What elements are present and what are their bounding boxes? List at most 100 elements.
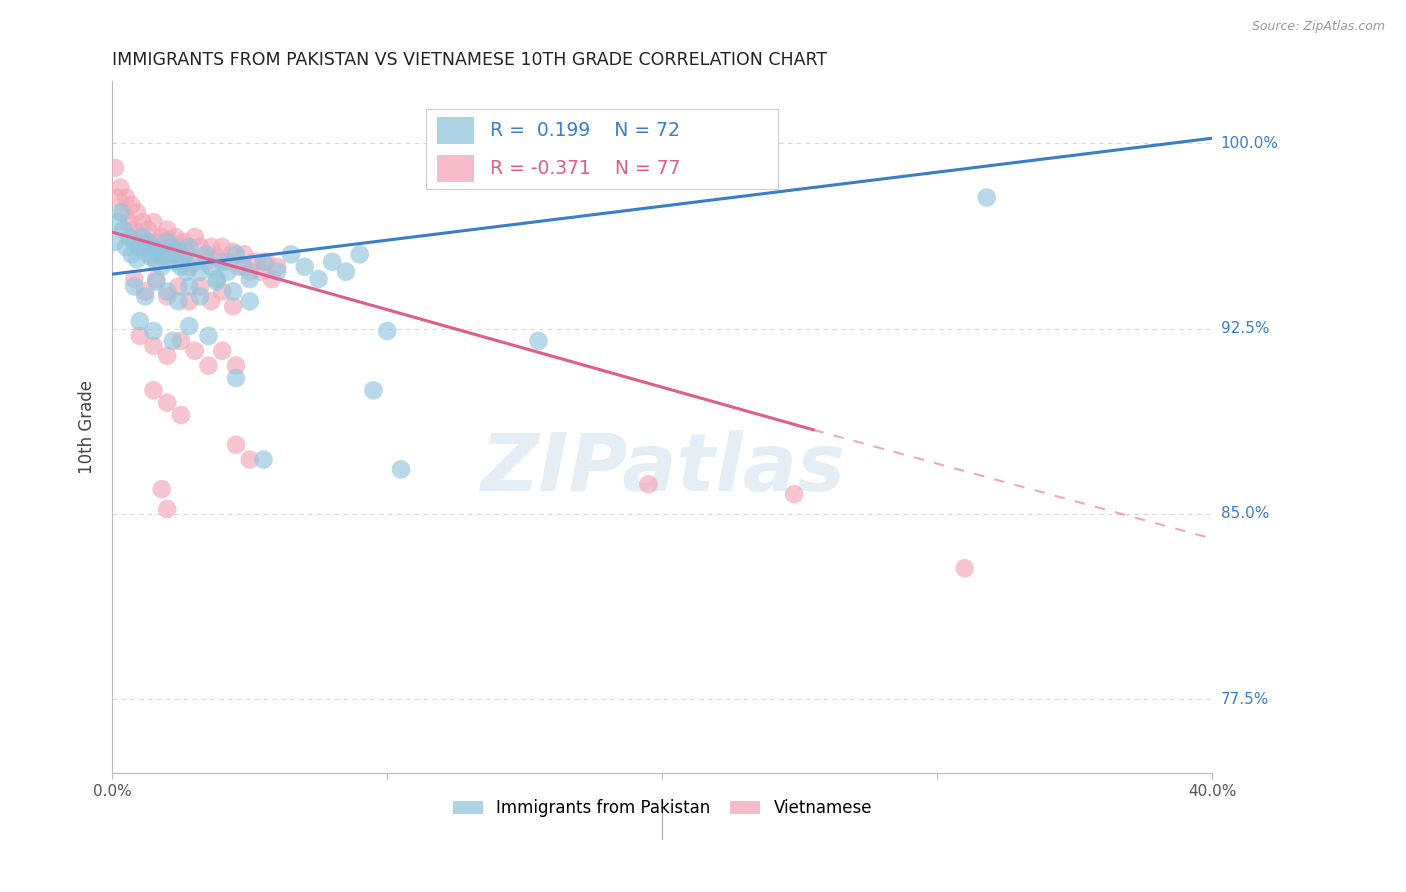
Point <box>170 254 193 268</box>
Point <box>156 285 179 299</box>
Point <box>167 244 190 259</box>
Point <box>245 254 267 268</box>
Point <box>200 240 222 254</box>
Point <box>179 240 201 254</box>
Point <box>222 299 245 313</box>
Point <box>335 265 357 279</box>
Point <box>252 254 274 268</box>
Point <box>184 254 207 268</box>
Point <box>205 250 228 264</box>
Point <box>363 384 385 398</box>
Point <box>131 230 153 244</box>
Text: 92.5%: 92.5% <box>1220 321 1270 336</box>
Point <box>142 324 165 338</box>
Point <box>976 190 998 204</box>
Point <box>188 265 211 279</box>
Point <box>156 349 179 363</box>
Point <box>104 161 127 175</box>
Point <box>321 254 343 268</box>
Point <box>121 198 143 212</box>
Text: 100.0%: 100.0% <box>1220 136 1278 151</box>
Point <box>197 329 219 343</box>
Point <box>145 254 167 268</box>
Point <box>165 254 187 268</box>
Point <box>112 222 135 236</box>
Point <box>145 235 167 249</box>
Point <box>150 260 173 274</box>
Point <box>188 240 211 254</box>
Point <box>165 230 187 244</box>
Point <box>145 272 167 286</box>
Text: Source: ZipAtlas.com: Source: ZipAtlas.com <box>1251 20 1385 33</box>
Point <box>783 487 806 501</box>
Point <box>134 289 156 303</box>
Point <box>233 260 256 274</box>
FancyBboxPatch shape <box>426 109 778 188</box>
Point <box>170 260 193 274</box>
Point <box>110 205 132 219</box>
Point <box>239 265 262 279</box>
Point <box>145 275 167 289</box>
Point <box>389 462 412 476</box>
Point <box>122 235 145 249</box>
Point <box>128 329 150 343</box>
Point <box>156 502 179 516</box>
Point <box>179 294 201 309</box>
Text: ZIPatlas: ZIPatlas <box>479 430 845 508</box>
Point <box>205 272 228 286</box>
Point <box>173 235 195 249</box>
Point <box>349 247 371 261</box>
Point <box>211 240 233 254</box>
Point <box>211 343 233 358</box>
Point <box>280 247 302 261</box>
Point <box>225 359 247 373</box>
Point <box>131 215 153 229</box>
Point <box>233 247 256 261</box>
Point <box>222 244 245 259</box>
Point <box>179 279 201 293</box>
Point <box>142 339 165 353</box>
Point <box>153 240 176 254</box>
Point <box>176 244 198 259</box>
Point <box>136 222 159 236</box>
Point <box>222 285 245 299</box>
Text: 85.0%: 85.0% <box>1220 507 1268 522</box>
Point <box>637 477 659 491</box>
Point <box>107 215 129 229</box>
Point <box>188 279 211 293</box>
Point <box>170 408 193 422</box>
Point <box>308 272 330 286</box>
Point <box>197 359 219 373</box>
Point <box>184 230 207 244</box>
Point <box>167 279 190 293</box>
Point <box>142 384 165 398</box>
Point <box>254 254 277 268</box>
Point <box>225 438 247 452</box>
Point <box>148 247 170 261</box>
Point <box>252 452 274 467</box>
Text: R = -0.371    N = 77: R = -0.371 N = 77 <box>489 159 681 178</box>
Point <box>139 250 162 264</box>
Text: 77.5%: 77.5% <box>1220 692 1268 706</box>
Point <box>134 244 156 259</box>
Point <box>205 275 228 289</box>
Point <box>122 279 145 293</box>
Point <box>150 482 173 496</box>
Point <box>239 294 262 309</box>
Point <box>217 254 239 268</box>
Point <box>153 250 176 264</box>
Point <box>239 452 262 467</box>
Point <box>225 247 247 261</box>
Legend: Immigrants from Pakistan, Vietnamese: Immigrants from Pakistan, Vietnamese <box>446 793 879 824</box>
Point <box>194 254 217 268</box>
Point <box>176 265 198 279</box>
Point <box>228 260 250 274</box>
Point <box>217 265 239 279</box>
Point <box>266 265 288 279</box>
FancyBboxPatch shape <box>437 155 474 182</box>
Point <box>150 230 173 244</box>
Point <box>115 190 138 204</box>
Point <box>294 260 316 274</box>
Point <box>249 265 271 279</box>
Point <box>148 244 170 259</box>
